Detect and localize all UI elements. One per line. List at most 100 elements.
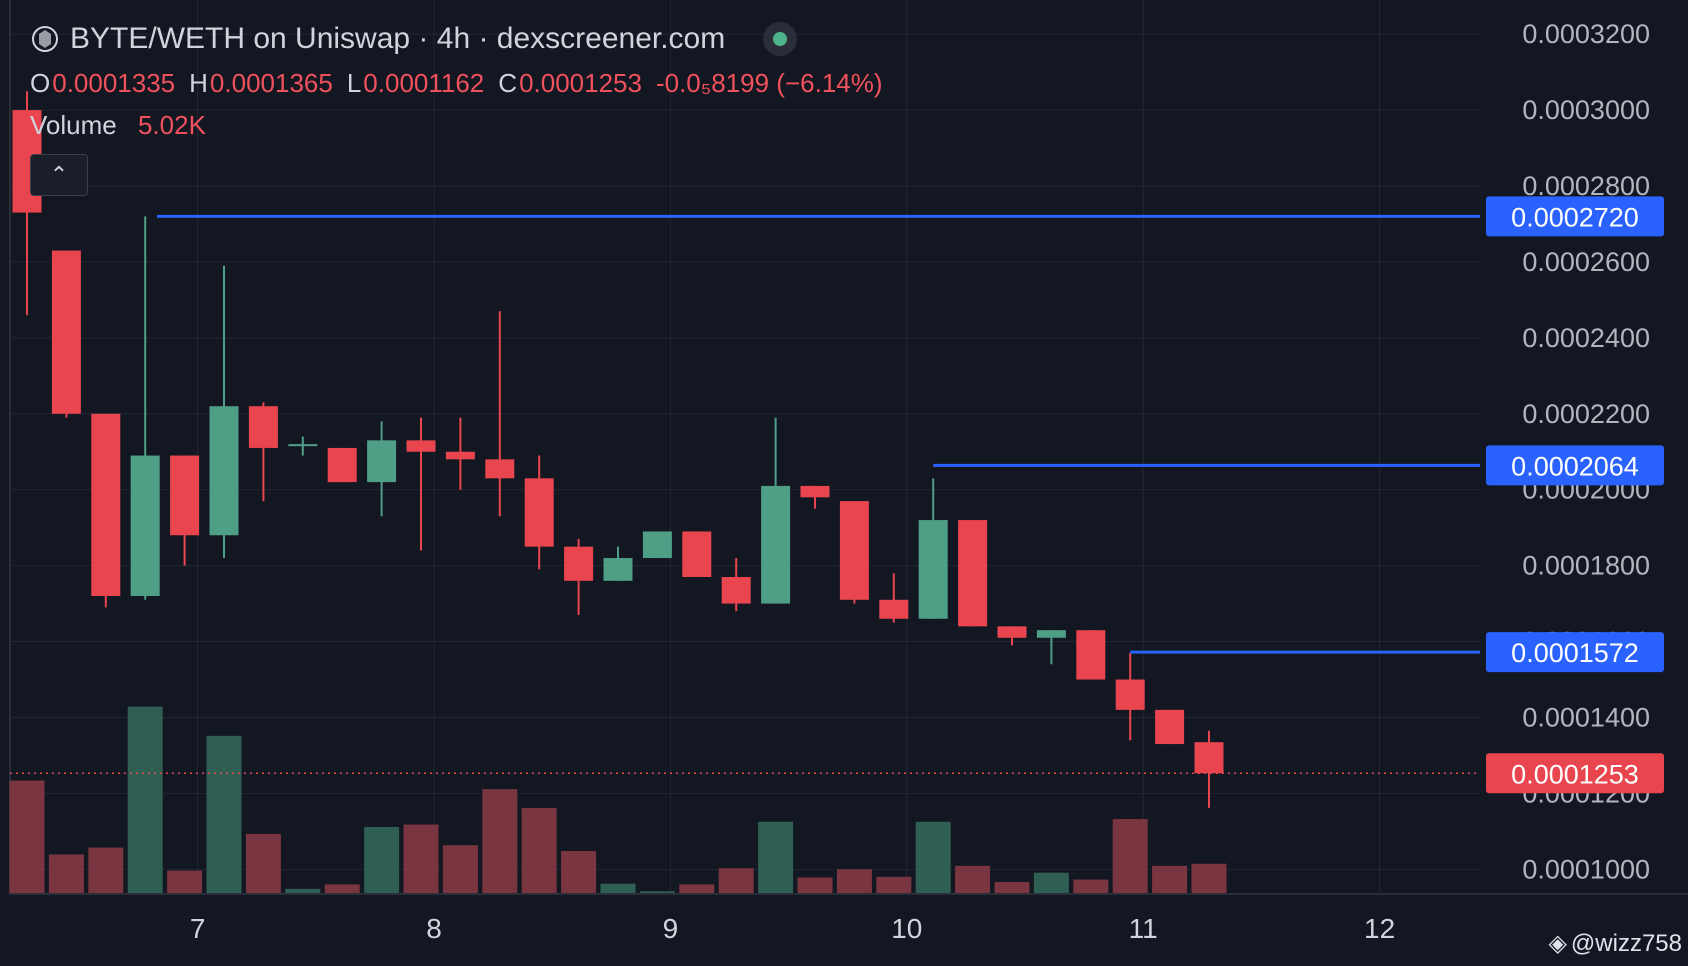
price-axis[interactable]: 0.0003200 0.0003000 0.0002800 0.0002600 0.00…: [1480, 0, 1688, 966]
time-tick-label: 10: [891, 913, 922, 944]
price-tick-label: 0.0003200: [1522, 19, 1650, 49]
volume-legend: Volume 5.02K: [30, 110, 206, 141]
volume-bar: [1112, 819, 1148, 894]
time-tick-label: 7: [190, 913, 206, 944]
volume-bar: [9, 780, 45, 894]
candle-body: [1194, 742, 1224, 774]
price-tick-label: 0.0002800: [1522, 171, 1650, 201]
candle-body: [248, 406, 278, 448]
volume-bar: [127, 706, 163, 894]
candle-body: [800, 485, 830, 498]
volume-bar: [915, 821, 951, 894]
price-line-label-bg: [1486, 445, 1664, 486]
candlesticks: [12, 91, 1224, 808]
price-lines: [10, 214, 1480, 775]
candle-body: [367, 440, 397, 483]
watermark: ◈ @wizz758: [1548, 929, 1682, 958]
candle-body: [1115, 679, 1145, 710]
candle-body: [682, 531, 712, 578]
volume-bar: [797, 877, 833, 894]
candle-body: [564, 546, 594, 581]
high-label: H: [189, 68, 208, 98]
time-tick-label: 8: [426, 913, 442, 944]
candle-body: [879, 599, 909, 619]
candle-body: [642, 531, 672, 559]
price-tick-label: 0.0001400: [1522, 702, 1650, 732]
time-tick-label: 12: [1364, 913, 1395, 944]
candle-body: [1076, 630, 1106, 680]
high-value: 0.0001365: [209, 68, 333, 98]
volume-bar: [600, 883, 636, 894]
price-tick-label: 0.0002400: [1522, 323, 1650, 353]
price-line-label: 0.0002720: [1511, 202, 1639, 232]
current-price-label-bg: [1486, 753, 1664, 794]
volume-bar: [88, 847, 124, 894]
candle-body: [209, 406, 239, 536]
volume-bar: [245, 833, 281, 894]
chart-header: BYTE/WETH on Uniswap · 4h · dexscreener.…: [30, 22, 798, 56]
volume-bar: [521, 808, 557, 894]
chevron-up-icon: ⌃: [49, 162, 69, 187]
low-value: 0.0001162: [363, 68, 485, 98]
open-label: O: [30, 68, 51, 98]
volume-bar: [679, 884, 715, 894]
candle-body: [51, 250, 81, 414]
price-tick-label: 0.0001800: [1522, 551, 1650, 581]
volume-bar: [324, 884, 360, 894]
price-tick-label: 0.0002600: [1522, 247, 1650, 277]
volume-bars: [9, 706, 1227, 894]
volume-bar: [1073, 879, 1109, 894]
volume-bar: [403, 824, 439, 894]
status-dot-icon: [773, 32, 788, 46]
watermark-text: @wizz758: [1570, 929, 1682, 957]
volume-bar: [1152, 865, 1188, 894]
candle-body: [91, 413, 121, 596]
volume-bar: [639, 891, 675, 894]
volume-bar: [48, 854, 84, 894]
collapse-legend-button[interactable]: ⌃: [30, 154, 88, 196]
price-tick-label: 0.0003000: [1522, 95, 1650, 125]
volume-bar: [442, 845, 478, 894]
volume-bar: [1191, 863, 1227, 894]
candle-body: [130, 455, 160, 596]
time-tick-label: 11: [1129, 913, 1158, 944]
candle-body: [1036, 630, 1066, 638]
volume-bar: [758, 821, 794, 894]
price-tick-label: 0.0002200: [1522, 399, 1650, 429]
candle-body: [406, 440, 436, 452]
chart-title: BYTE/WETH on Uniswap · 4h · dexscreener.…: [70, 22, 726, 55]
low-label: L: [346, 68, 362, 98]
volume-bar: [876, 876, 912, 894]
candle-body: [839, 501, 869, 600]
volume-bar: [364, 826, 400, 894]
candle-body: [327, 447, 357, 483]
price-line-label-bg: [1486, 632, 1664, 673]
live-status-button[interactable]: [763, 22, 798, 56]
volume-bar: [482, 789, 518, 894]
change-value: -0.0₅8199 (−6.14%): [655, 68, 883, 98]
token-logo-icon: [32, 26, 58, 52]
volume-value: 5.02K: [137, 110, 206, 140]
candle-body: [958, 520, 988, 627]
price-line-label: 0.0002064: [1511, 451, 1639, 481]
volume-bar: [836, 869, 872, 894]
binance-icon: ◈: [1548, 930, 1567, 957]
time-axis[interactable]: 7 8 9 10 11 12: [10, 893, 1688, 944]
candle-body: [721, 577, 751, 604]
candle-body: [997, 626, 1027, 638]
volume-bar: [561, 851, 597, 894]
volume-label: Volume: [30, 110, 117, 140]
ohlc-legend: O 0.0001335 H 0.0001365 L 0.0001162 C 0.…: [30, 68, 897, 99]
volume-bar: [1033, 872, 1069, 894]
current-price-label: 0.0001253: [1511, 759, 1639, 789]
candle-body: [524, 478, 554, 547]
price-line-label-bg: [1486, 196, 1664, 237]
candle-body: [918, 520, 948, 619]
volume-bar: [285, 888, 321, 894]
candle-body: [485, 459, 515, 479]
candle-body: [170, 455, 200, 536]
volume-bar: [167, 870, 203, 894]
candle-body: [761, 485, 791, 604]
candle-body: [288, 444, 318, 447]
